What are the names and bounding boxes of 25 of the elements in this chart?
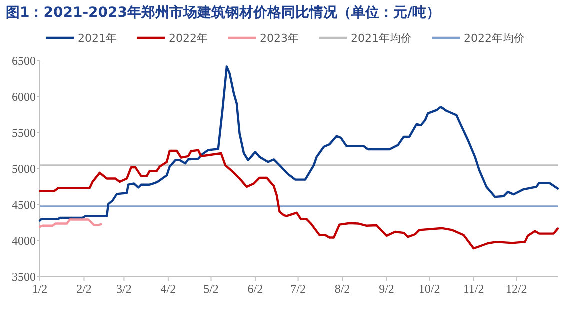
x-tick-label: 2/2 <box>76 282 92 296</box>
y-tick-label: 4000 <box>12 234 36 248</box>
y-tick-label: 6500 <box>12 54 36 68</box>
y-tick-label: 4500 <box>12 198 36 212</box>
x-tick-label: 1/2 <box>32 282 48 296</box>
x-tick-label: 11/2 <box>463 282 484 296</box>
legend-label: 2022年 <box>169 32 208 45</box>
x-tick-label: 7/2 <box>290 282 306 296</box>
x-tick-label: 3/2 <box>116 282 132 296</box>
legend-label: 2021年均价 <box>351 32 412 45</box>
x-tick-label: 6/2 <box>248 282 264 296</box>
x-tick-label: 10/2 <box>418 282 440 296</box>
y-tick-label: 3500 <box>12 270 36 284</box>
y-tick-label: 5000 <box>12 162 36 176</box>
legend-label: 2022年均价 <box>464 32 525 45</box>
y-tick-label: 5500 <box>12 126 36 140</box>
x-tick-label: 9/2 <box>379 282 394 296</box>
legend-label: 2021年 <box>78 32 117 45</box>
x-tick-label: 4/2 <box>160 282 176 296</box>
legend-label: 2023年 <box>260 32 299 45</box>
x-tick-label: 5/2 <box>204 282 219 296</box>
x-tick-label: 8/2 <box>334 282 350 296</box>
chart-title: 图1：2021-2023年郑州市场建筑钢材价格同比情况（单位：元/吨） <box>6 4 441 21</box>
x-tick-label: 12/2 <box>506 282 528 296</box>
y-tick-label: 6000 <box>12 90 36 104</box>
